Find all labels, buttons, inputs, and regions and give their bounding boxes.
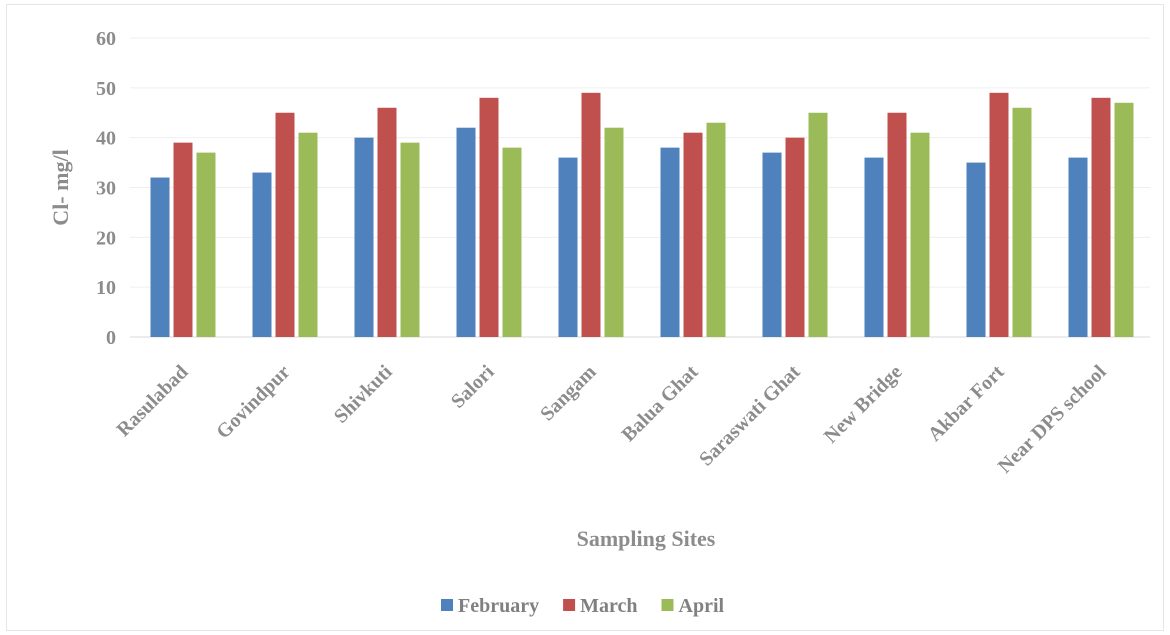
bar-march-3	[479, 97, 499, 337]
bar-april-2	[400, 142, 420, 337]
bar-april-8	[1012, 107, 1032, 338]
bar-february-3	[456, 127, 476, 337]
bar-april-0	[196, 152, 216, 337]
bar-march-0	[173, 142, 193, 337]
x-axis-title: Sampling Sites	[577, 526, 716, 551]
bar-february-5	[660, 147, 680, 337]
bar-february-0	[150, 177, 170, 337]
legend-swatch-march	[563, 599, 576, 611]
x-tick-label: Near DPS school	[994, 361, 1111, 478]
bar-april-5	[706, 122, 726, 337]
bar-april-1	[298, 132, 318, 337]
bar-march-2	[377, 107, 397, 338]
legend-label-march: March	[580, 595, 637, 617]
bar-april-6	[808, 112, 828, 337]
bar-february-1	[252, 172, 272, 337]
bar-april-4	[604, 127, 624, 337]
x-tick-label: Govindpur	[212, 361, 294, 443]
legend-label-february: February	[458, 595, 539, 617]
x-tick-label: Balua Ghat	[617, 361, 702, 446]
y-tick-label: 50	[96, 78, 116, 100]
y-tick-label: 0	[106, 327, 116, 349]
bar-march-1	[275, 112, 295, 337]
x-tick-label: Saraswati Ghat	[695, 361, 805, 471]
bar-february-6	[762, 152, 782, 337]
x-tick-label: Salori	[447, 361, 499, 413]
bar-april-3	[502, 147, 522, 337]
bar-march-6	[785, 137, 805, 337]
x-tick-label: Sangam	[536, 361, 601, 426]
bar-february-8	[966, 162, 986, 337]
legend-swatch-april	[661, 599, 674, 611]
bar-march-8	[989, 92, 1009, 337]
bar-february-9	[1068, 157, 1088, 337]
bar-february-7	[864, 157, 884, 337]
y-axis-title: Cl- mg/l	[48, 149, 73, 225]
y-tick-label: 20	[96, 227, 116, 249]
y-tick-label: 40	[96, 128, 116, 150]
legend-label-april: April	[679, 595, 725, 617]
x-axis-ticks: Rasulabad Govindpur Shivkuti Salori Sangam Ba…	[113, 361, 1111, 478]
legend: February March April	[441, 595, 725, 617]
x-tick-label: Shivkuti	[330, 361, 397, 428]
y-axis-ticks: 0 10 20 30 40 50 60	[96, 28, 116, 349]
bar-april-7	[910, 132, 930, 337]
y-tick-label: 10	[96, 277, 116, 299]
y-tick-label: 60	[96, 28, 116, 50]
y-tick-label: 30	[96, 178, 116, 200]
legend-swatch-february	[441, 599, 453, 611]
bar-february-2	[354, 137, 374, 337]
bar-march-5	[683, 132, 703, 337]
x-tick-label: Akbar Fort	[924, 361, 1009, 446]
bar-march-7	[887, 112, 907, 337]
bar-february-4	[558, 157, 578, 337]
bars	[150, 92, 1134, 338]
x-tick-label: New Bridge	[820, 361, 907, 448]
bar-march-4	[581, 92, 601, 337]
bar-april-9	[1114, 102, 1134, 338]
bar-march-9	[1091, 97, 1111, 337]
x-tick-label: Rasulabad	[113, 361, 193, 441]
